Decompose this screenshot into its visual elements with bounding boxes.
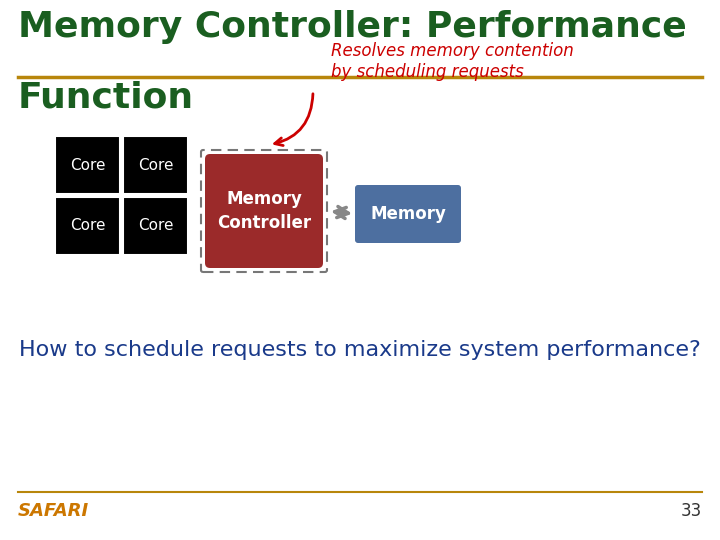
FancyBboxPatch shape [355, 185, 461, 243]
Bar [55, 136, 120, 194]
Text: SAFARI: SAFARI [18, 502, 89, 520]
Text: Core: Core [138, 219, 174, 233]
Text: Core: Core [70, 219, 105, 233]
Text: Memory: Memory [370, 205, 446, 223]
Text: 33: 33 [680, 502, 702, 520]
Text: Core: Core [70, 158, 105, 172]
Text: Resolves memory contention
by scheduling requests: Resolves memory contention by scheduling… [331, 42, 574, 81]
Text: Core: Core [138, 158, 174, 172]
Text: Memory Controller: Performance: Memory Controller: Performance [18, 10, 687, 44]
FancyBboxPatch shape [205, 154, 323, 268]
Text: Memory
Controller: Memory Controller [217, 190, 311, 233]
Text: Function: Function [18, 80, 194, 114]
Bar [55, 197, 120, 255]
Text: How to schedule requests to maximize system performance?: How to schedule requests to maximize sys… [19, 340, 701, 360]
Bar [123, 197, 188, 255]
Bar [123, 136, 188, 194]
